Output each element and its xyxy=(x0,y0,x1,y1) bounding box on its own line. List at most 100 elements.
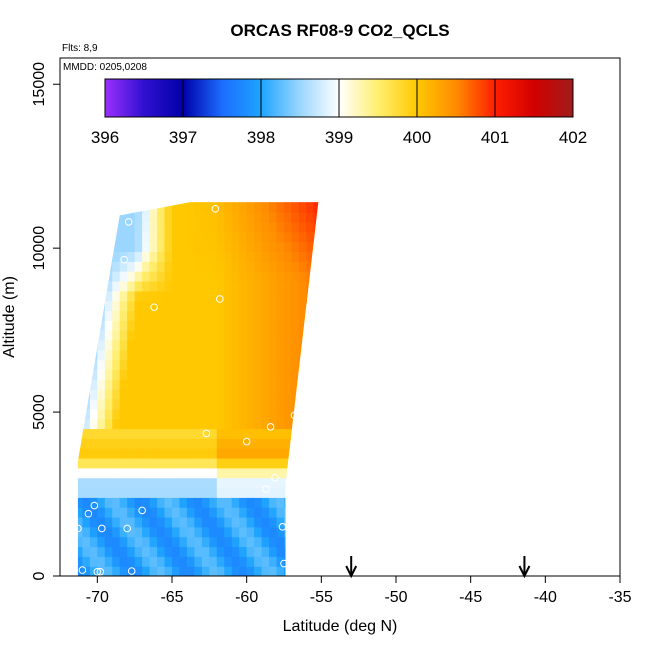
field-cell xyxy=(209,566,218,576)
field-cell xyxy=(239,556,248,567)
field-cell xyxy=(82,379,91,390)
field-cell xyxy=(194,448,203,459)
field-cell xyxy=(291,261,300,272)
field-cell xyxy=(224,536,233,548)
field-cell xyxy=(313,280,319,292)
sample-point xyxy=(295,464,303,472)
field-cell xyxy=(97,330,106,341)
field-cell xyxy=(134,280,143,292)
field-cell xyxy=(142,231,151,243)
field-cell xyxy=(216,251,225,262)
sample-point xyxy=(124,218,133,226)
field-cell xyxy=(77,300,83,312)
field-cell xyxy=(231,202,240,203)
field-cell xyxy=(157,241,166,253)
field-cell xyxy=(209,349,218,361)
field-cell xyxy=(119,359,128,371)
field-cell xyxy=(157,212,166,223)
sample-point xyxy=(211,205,220,213)
field-cell xyxy=(172,231,181,243)
field-cell xyxy=(97,379,106,390)
field-cell xyxy=(149,536,158,548)
field-cell xyxy=(298,339,307,351)
field-cell xyxy=(89,467,98,479)
field-cell xyxy=(134,369,143,380)
field-cell xyxy=(291,516,300,528)
field-cell xyxy=(254,290,263,302)
field-cell xyxy=(209,536,218,548)
field-cell xyxy=(186,330,195,341)
field-cell xyxy=(201,408,210,420)
field-cell xyxy=(276,438,285,449)
field-cell xyxy=(119,566,128,576)
field-cell xyxy=(194,330,203,341)
field-cell xyxy=(186,546,195,557)
field-cell xyxy=(269,231,278,243)
field-cell xyxy=(149,310,158,321)
field-cell xyxy=(261,320,270,331)
field-cell xyxy=(157,526,166,538)
field-cell xyxy=(201,290,210,302)
field-cell xyxy=(97,339,106,351)
field-cell xyxy=(313,202,319,203)
field-cell xyxy=(269,536,278,548)
field-cell xyxy=(313,408,319,420)
field-cell xyxy=(254,221,263,233)
field-cell xyxy=(261,330,270,341)
field-cell xyxy=(194,428,203,439)
field-cell xyxy=(313,369,319,380)
field-cell xyxy=(269,487,278,498)
field-cell xyxy=(142,261,151,272)
field-cell xyxy=(306,566,315,576)
field-cell xyxy=(269,339,278,351)
field-cell xyxy=(313,339,319,351)
field-cell xyxy=(306,526,315,538)
field-cell xyxy=(104,408,113,420)
field-cell xyxy=(112,457,121,469)
field-cell xyxy=(134,438,143,449)
x-axis: -70 -65 -60 -55 -50 -45 -40 -35 xyxy=(86,575,632,606)
field-cell xyxy=(246,231,255,243)
field-cell xyxy=(276,310,285,321)
field-cell xyxy=(149,290,158,302)
field-cell xyxy=(127,418,136,430)
field-cell xyxy=(246,280,255,292)
field-cell xyxy=(224,438,233,449)
field-cell xyxy=(313,310,319,321)
x-axis-title: Latitude (deg N) xyxy=(283,618,398,635)
field-cell xyxy=(164,398,173,410)
field-cell xyxy=(112,487,121,498)
field-cell xyxy=(209,487,218,498)
field-cell xyxy=(164,290,173,302)
field-cell xyxy=(276,271,285,282)
field-cell xyxy=(172,418,181,430)
field-cell xyxy=(127,261,136,272)
field-cell xyxy=(82,339,91,351)
field-cell xyxy=(186,438,195,449)
field-cell xyxy=(97,507,106,518)
field-cell xyxy=(298,241,307,253)
field-cell xyxy=(172,349,181,361)
field-cell xyxy=(216,221,225,233)
field-cell xyxy=(172,310,181,321)
field-cell xyxy=(306,369,315,380)
field-cell xyxy=(224,231,233,243)
field-cell xyxy=(172,536,181,548)
field-cell xyxy=(89,389,98,400)
field-cell xyxy=(194,280,203,292)
field-cell xyxy=(246,330,255,341)
field-cell xyxy=(157,398,166,410)
field-cell xyxy=(97,320,106,331)
field-cell xyxy=(306,330,315,341)
field-cell xyxy=(186,516,195,528)
field-cell xyxy=(134,231,143,243)
field-cell xyxy=(179,241,188,253)
field-cell xyxy=(313,202,319,213)
field-cell xyxy=(216,477,225,489)
field-cell xyxy=(77,448,83,459)
field-cell xyxy=(246,310,255,321)
field-cell xyxy=(149,359,158,371)
field-cell xyxy=(231,379,240,390)
field-cell xyxy=(179,202,188,203)
field-cell xyxy=(186,556,195,567)
